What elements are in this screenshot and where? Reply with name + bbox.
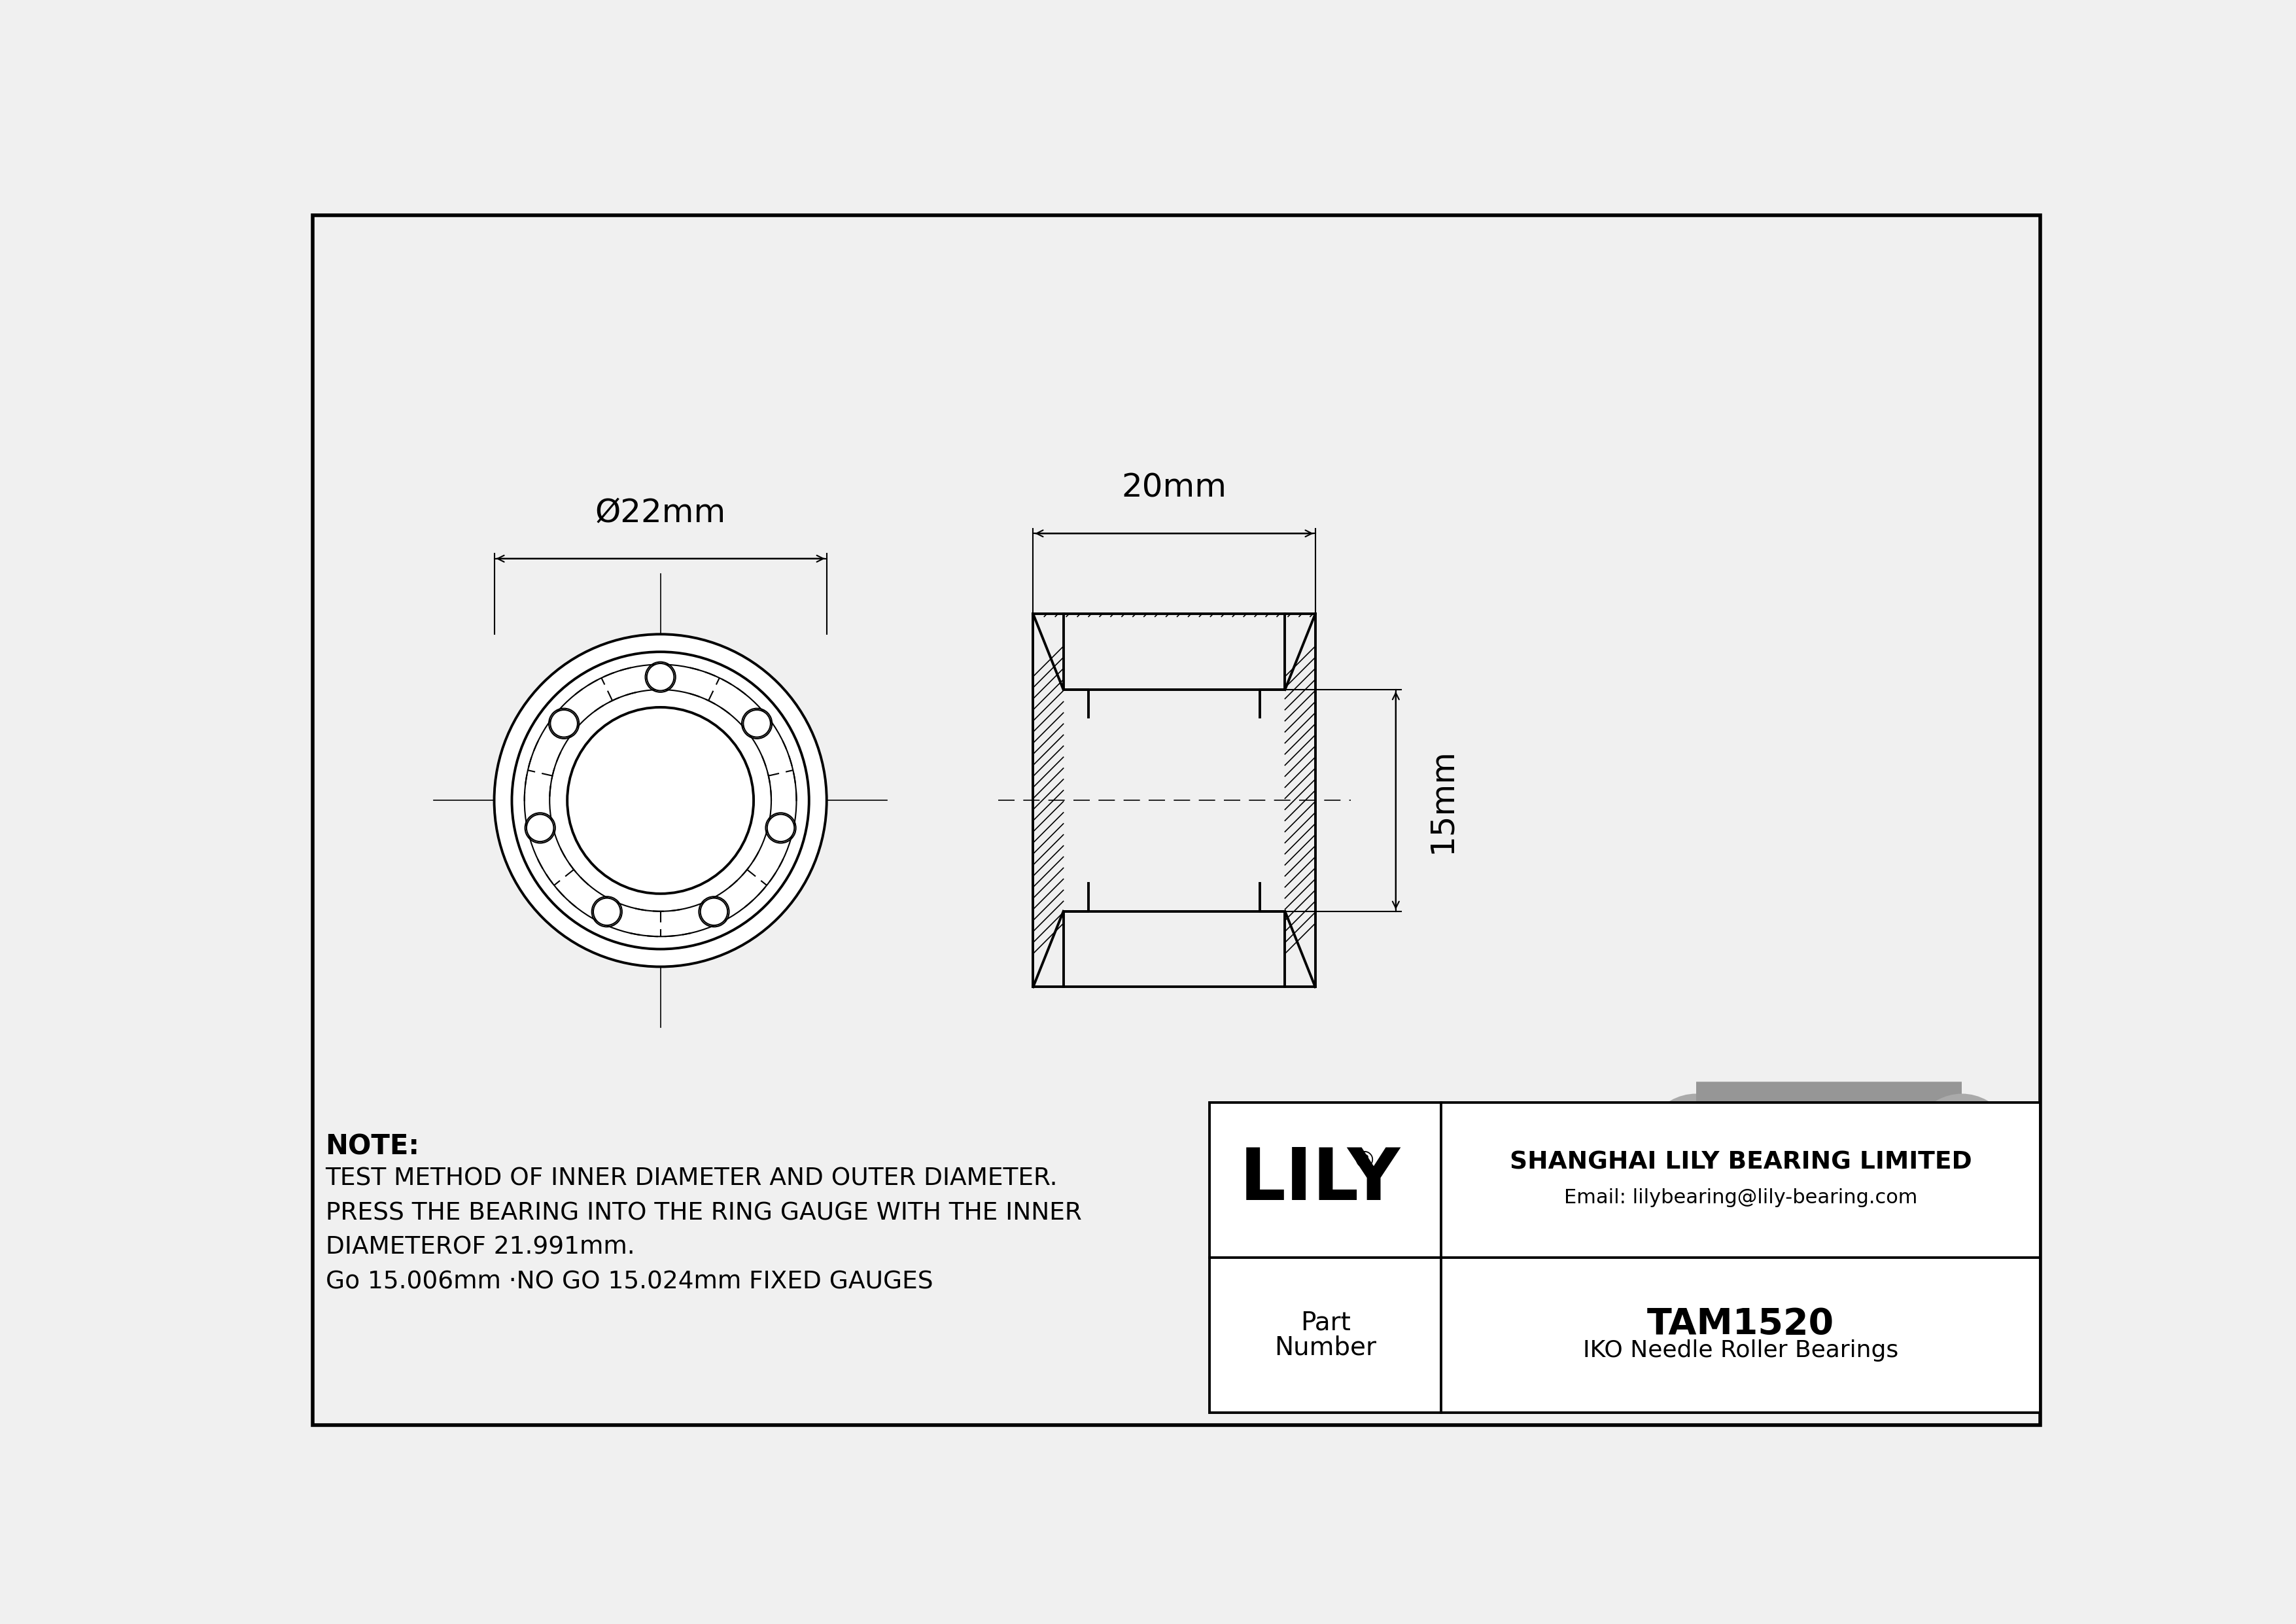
Ellipse shape bbox=[1630, 1093, 1763, 1273]
Circle shape bbox=[647, 664, 675, 690]
Ellipse shape bbox=[1988, 1155, 2004, 1164]
Ellipse shape bbox=[1981, 1215, 1995, 1224]
Text: Email: lilybearing@lily-bearing.com: Email: lilybearing@lily-bearing.com bbox=[1564, 1189, 1917, 1207]
Ellipse shape bbox=[1938, 1224, 1952, 1234]
Text: Part: Part bbox=[1300, 1311, 1350, 1335]
Text: LILY: LILY bbox=[1240, 1145, 1401, 1215]
Circle shape bbox=[512, 651, 808, 948]
Text: 20mm: 20mm bbox=[1120, 473, 1226, 503]
Text: SHANGHAI LILY BEARING LIMITED: SHANGHAI LILY BEARING LIMITED bbox=[1511, 1151, 1972, 1174]
Ellipse shape bbox=[1949, 1127, 1963, 1137]
Bar bbox=[1210, 1103, 2041, 1413]
Text: TEST METHOD OF INNER DIAMETER AND OUTER DIAMETER.: TEST METHOD OF INNER DIAMETER AND OUTER … bbox=[326, 1168, 1058, 1190]
Circle shape bbox=[523, 664, 797, 937]
Circle shape bbox=[700, 898, 728, 926]
Circle shape bbox=[592, 898, 620, 926]
Text: NOTE:: NOTE: bbox=[326, 1134, 420, 1161]
Ellipse shape bbox=[1917, 1171, 1931, 1179]
Circle shape bbox=[551, 710, 579, 737]
Circle shape bbox=[526, 814, 553, 841]
Circle shape bbox=[767, 814, 794, 841]
Ellipse shape bbox=[1896, 1093, 2027, 1273]
Text: Number: Number bbox=[1274, 1335, 1375, 1361]
Text: Ø22mm: Ø22mm bbox=[595, 497, 726, 528]
Polygon shape bbox=[1697, 1093, 1963, 1273]
Ellipse shape bbox=[1933, 1143, 1991, 1223]
Text: DIAMETEROF 21.991mm.: DIAMETEROF 21.991mm. bbox=[326, 1236, 634, 1259]
Circle shape bbox=[744, 710, 771, 737]
Circle shape bbox=[494, 635, 827, 966]
Text: Go 15.006mm ·NO GO 15.024mm FIXED GAUGES: Go 15.006mm ·NO GO 15.024mm FIXED GAUGES bbox=[326, 1270, 932, 1294]
Circle shape bbox=[567, 708, 753, 893]
Text: IKO Needle Roller Bearings: IKO Needle Roller Bearings bbox=[1584, 1340, 1899, 1361]
Text: TAM1520: TAM1520 bbox=[1646, 1306, 1835, 1341]
Circle shape bbox=[549, 690, 771, 911]
Text: 15mm: 15mm bbox=[1426, 747, 1458, 853]
Ellipse shape bbox=[1915, 1119, 2009, 1247]
Text: PRESS THE BEARING INTO THE RING GAUGE WITH THE INNER: PRESS THE BEARING INTO THE RING GAUGE WI… bbox=[326, 1202, 1081, 1224]
Text: ®: ® bbox=[1352, 1150, 1375, 1173]
